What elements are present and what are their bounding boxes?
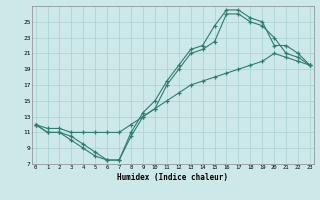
X-axis label: Humidex (Indice chaleur): Humidex (Indice chaleur)	[117, 173, 228, 182]
